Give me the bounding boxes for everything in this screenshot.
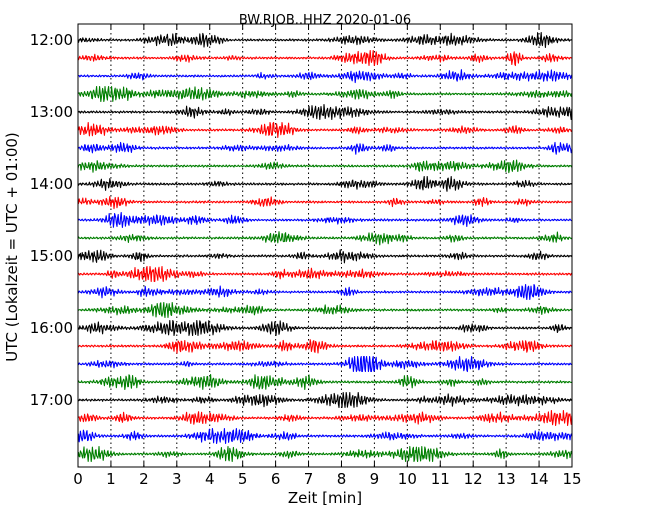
x-tick-label-7: 7	[304, 470, 314, 488]
x-tick-label-9: 9	[370, 470, 380, 488]
trace-1200	[77, 31, 572, 49]
trace-1430	[77, 211, 573, 229]
y-tick-label-5: 17:00	[30, 391, 73, 409]
trace-1630	[77, 355, 573, 373]
trace-1300	[77, 103, 573, 121]
tick-layer: 0 1 2 3 4 5 6 7 8 9 10 11 12 13 14 1512:0013:0014:0015:…	[30, 24, 582, 488]
chart-title: BW.RJOB..HHZ 2020-01-06	[239, 13, 411, 28]
x-tick-label-1: 1	[106, 470, 116, 488]
trace-1645	[77, 373, 573, 391]
y-tick-label-1: 13:00	[30, 103, 73, 121]
trace-1400	[77, 175, 573, 192]
y-tick-label-2: 14:00	[30, 175, 73, 193]
trace-1445	[77, 231, 573, 246]
trace-layer	[77, 31, 573, 463]
trace-1730	[77, 427, 573, 445]
trace-1315	[77, 121, 573, 139]
x-tick-label-8: 8	[337, 470, 347, 488]
trace-1530	[77, 283, 573, 301]
trace-1745	[77, 445, 573, 463]
x-tick-label-0: 0	[73, 470, 83, 488]
x-tick-label-11: 11	[431, 470, 450, 488]
trace-1615	[77, 339, 573, 354]
x-tick-label-13: 13	[497, 470, 516, 488]
y-axis-label: UTC (Lokalzeit = UTC + 01:00)	[3, 132, 21, 362]
trace-1330	[77, 141, 573, 155]
trace-1700	[77, 391, 573, 409]
trace-1345	[77, 159, 573, 174]
x-tick-label-2: 2	[139, 470, 149, 488]
x-axis-label: Zeit [min]	[288, 489, 362, 507]
trace-1215	[77, 49, 572, 67]
y-tick-label-0: 12:00	[30, 31, 73, 49]
x-tick-label-3: 3	[172, 470, 182, 488]
x-tick-label-10: 10	[398, 470, 417, 488]
trace-1600	[77, 319, 573, 337]
y-tick-label-3: 15:00	[30, 247, 73, 265]
y-tick-label-4: 16:00	[30, 319, 73, 337]
trace-1245	[77, 85, 573, 103]
x-tick-label-12: 12	[464, 470, 483, 488]
trace-1415	[77, 196, 573, 210]
x-tick-label-14: 14	[530, 470, 549, 488]
trace-1545	[77, 301, 573, 319]
trace-1515	[77, 265, 573, 283]
x-tick-label-4: 4	[205, 470, 215, 488]
trace-1230	[77, 69, 573, 84]
x-tick-label-5: 5	[238, 470, 248, 488]
x-tick-label-6: 6	[271, 470, 281, 488]
trace-1500	[77, 249, 573, 264]
plot-frame	[77, 23, 573, 468]
x-tick-label-15: 15	[562, 470, 581, 488]
grid-layer	[110, 24, 540, 467]
trace-1715	[77, 409, 573, 427]
